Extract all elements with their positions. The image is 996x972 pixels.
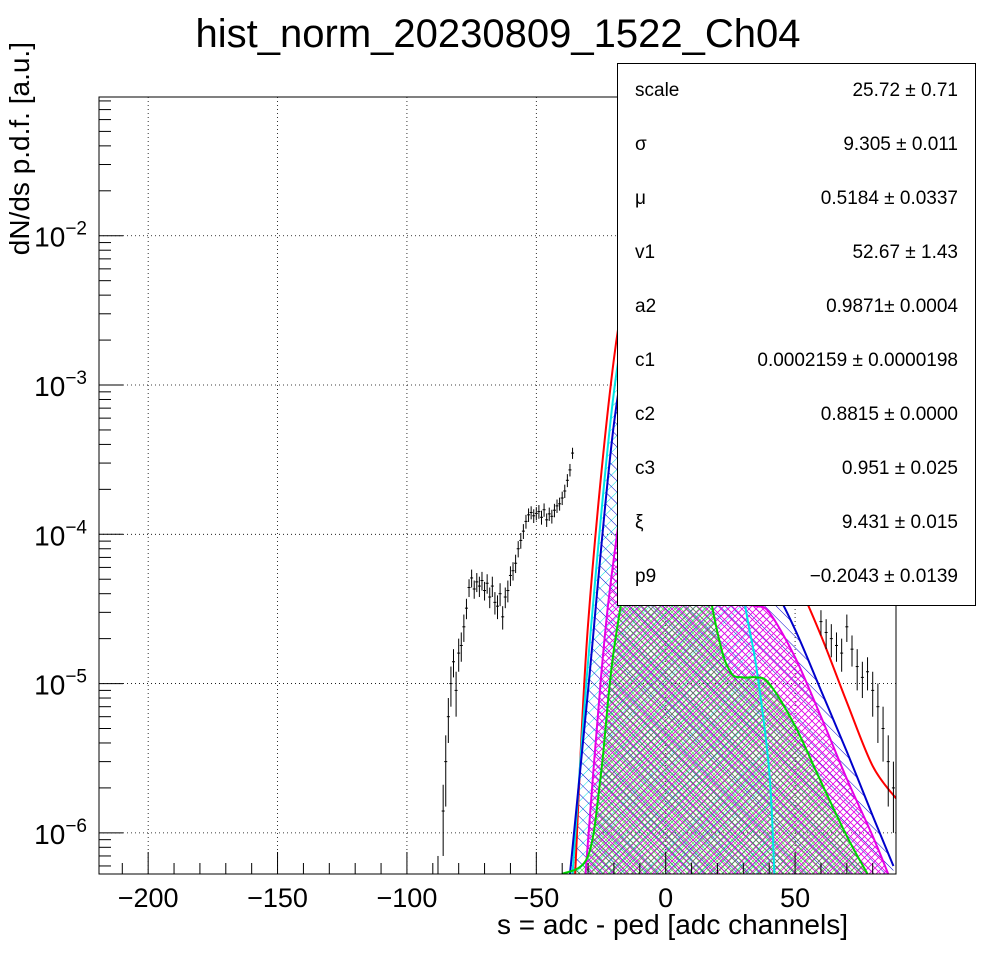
stat-name: σ xyxy=(635,134,647,155)
stat-name: c1 xyxy=(635,350,656,371)
stat-value: 52.67 ± 1.43 xyxy=(852,242,958,263)
stat-name: c2 xyxy=(635,404,656,425)
stat-row-a2: a2 0.9871± 0.0004 xyxy=(618,280,975,334)
x-tick-label: 50 xyxy=(780,883,810,913)
stat-value: 0.0002159 ± 0.0000198 xyxy=(757,350,958,371)
stat-value: 0.951 ± 0.025 xyxy=(841,458,958,479)
data-points xyxy=(437,447,895,874)
chart-title: hist_norm_20230809_1522_Ch04 xyxy=(195,12,801,56)
y-tick-labels: 10−6 10−5 10−4 10−3 10−2 xyxy=(34,219,87,850)
stat-value: −0.2043 ± 0.0139 xyxy=(809,566,958,587)
y-axis-label: dN/ds p.d.f. [a.u.] xyxy=(4,42,35,256)
x-tick-label: −200 xyxy=(118,883,179,913)
stat-value: 0.5184 ± 0.0337 xyxy=(820,188,958,209)
y-tick-label: 10−3 xyxy=(34,368,87,402)
y-tick-label: 10−6 xyxy=(34,816,87,850)
stat-value: 25.72 ± 0.71 xyxy=(852,80,958,101)
stat-row-c2: c2 0.8815 ± 0.0000 xyxy=(618,388,975,442)
stat-row-mu: μ 0.5184 ± 0.0337 xyxy=(618,172,975,226)
x-tick-label: −50 xyxy=(513,883,559,913)
x-tick-label: −100 xyxy=(377,883,438,913)
y-tick-label: 10−2 xyxy=(34,219,87,253)
stat-name: ξ xyxy=(635,512,644,533)
stat-value: 0.9871± 0.0004 xyxy=(826,296,958,317)
stat-row-v1: v1 52.67 ± 1.43 xyxy=(618,226,975,280)
stat-row-scale: scale 25.72 ± 0.71 xyxy=(618,64,975,118)
y-tick-label: 10−4 xyxy=(34,517,87,551)
stat-name: v1 xyxy=(635,242,656,263)
stat-row-c3: c3 0.951 ± 0.025 xyxy=(618,442,975,496)
x-tick-label: 0 xyxy=(658,883,673,913)
stat-value: 9.431 ± 0.015 xyxy=(841,512,958,533)
stat-row-c1: c1 0.0002159 ± 0.0000198 xyxy=(618,334,975,388)
stat-row-xi: ξ 9.431 ± 0.015 xyxy=(618,496,975,550)
axis-ticks xyxy=(99,100,874,874)
stat-value: 9.305 ± 0.011 xyxy=(843,134,958,155)
x-tick-label: −150 xyxy=(247,883,308,913)
y-tick-label: 10−5 xyxy=(34,667,87,701)
x-tick-labels: −200 −150 −100 −50 0 50 xyxy=(118,883,810,913)
stat-name: c3 xyxy=(635,458,656,479)
stat-value: 0.8815 ± 0.0000 xyxy=(820,404,958,425)
stat-name: scale xyxy=(635,80,680,101)
stat-row-p9: p9 −0.2043 ± 0.0139 xyxy=(618,550,975,604)
fit-stats-box: scale 25.72 ± 0.71 σ 9.305 ± 0.011 μ 0.5… xyxy=(617,63,976,606)
x-axis-label: s = adc - ped [adc channels] xyxy=(497,909,848,940)
stat-name: p9 xyxy=(635,566,657,587)
stat-name: μ xyxy=(635,188,646,209)
stat-name: a2 xyxy=(635,296,657,317)
stat-row-sigma: σ 9.305 ± 0.011 xyxy=(618,118,975,172)
